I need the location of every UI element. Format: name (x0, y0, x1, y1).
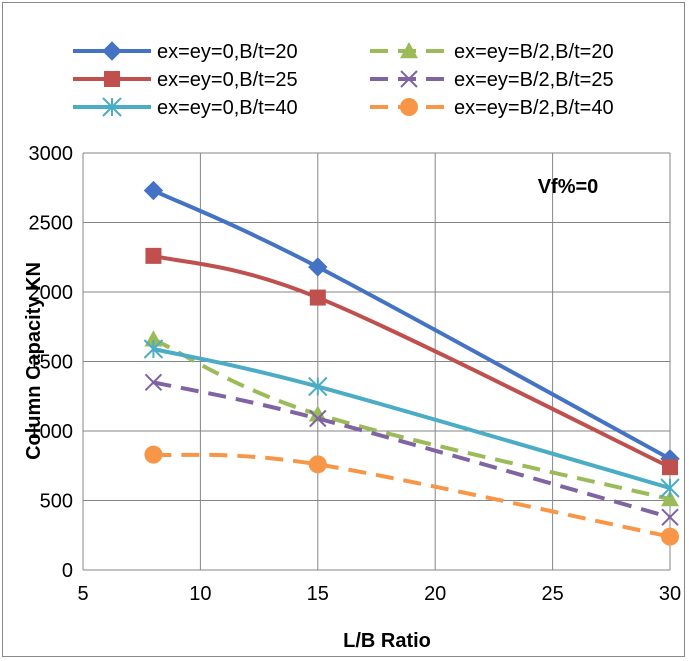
series-4 (144, 373, 679, 526)
legend-marker (400, 98, 418, 116)
series-line (152, 337, 671, 502)
grid-lines (82, 152, 671, 571)
series-line (152, 347, 671, 490)
y-tick-label: 2500 (29, 213, 74, 235)
y-tick-label: 500 (40, 491, 73, 513)
data-point-x (144, 373, 163, 392)
legend-marker (102, 97, 122, 117)
data-point-star (308, 376, 328, 397)
y-tick-label: 1500 (29, 352, 74, 374)
legend-label: ex=ey=B/2,B/t=25 (454, 69, 614, 91)
legend-marker (400, 70, 418, 88)
data-point-circle (144, 445, 163, 464)
x-tick-label: 30 (659, 583, 681, 605)
x-axis-title: L/B Ratio (343, 630, 431, 652)
series-6 (144, 445, 679, 546)
y-tick-label: 2000 (29, 282, 74, 304)
data-point-star (143, 339, 164, 359)
legend-item: ex=ey=0,B/t=20 (73, 41, 298, 63)
legend-label: ex=ey=B/2,B/t=20 (454, 41, 614, 63)
x-tick-label: 15 (307, 583, 329, 605)
series-line (153, 380, 671, 520)
legend: ex=ey=0,B/t=20 ex=ey=B/2,B/t=20 ex=ey=0,B/… (73, 41, 614, 119)
x-tick-label: 10 (189, 583, 211, 605)
legend-item: ex=ey=0,B/t=25 (73, 69, 298, 91)
series-lines (143, 180, 680, 546)
data-point-triangle (661, 490, 679, 507)
legend-label: ex=ey=0,B/t=20 (157, 41, 298, 63)
data-point-triangle (144, 330, 163, 347)
y-tick-label: 1000 (29, 421, 74, 443)
data-point-x (309, 409, 327, 428)
axes: 0 500 1000 1500 2000 2500 3000 5 10 15 20 25 30 (29, 143, 682, 605)
legend-item: ex=ey=B/2,B/t=20 (370, 41, 614, 63)
legend-marker (102, 41, 122, 61)
series-2 (144, 330, 679, 507)
legend-item: ex=ey=B/2,B/t=40 (370, 97, 614, 119)
y-tick-label: 3000 (29, 143, 74, 165)
data-point-diamond (308, 257, 328, 277)
legend-marker (400, 42, 418, 59)
annotation-vf: Vf%=0 (538, 176, 599, 198)
data-point-x (661, 508, 679, 526)
legend-label: ex=ey=0,B/t=25 (157, 69, 298, 91)
series-3 (145, 247, 678, 476)
data-point-circle (308, 455, 327, 474)
data-point-triangle (308, 405, 327, 422)
data-point-diamond (143, 180, 164, 201)
legend-label: ex=ey=0,B/t=40 (157, 97, 298, 119)
x-tick-label: 25 (541, 583, 563, 605)
x-tick-label: 5 (77, 583, 88, 605)
data-point-circle (661, 527, 679, 546)
series-1 (143, 180, 680, 469)
legend-item: ex=ey=B/2,B/t=25 (370, 69, 614, 91)
legend-item: ex=ey=0,B/t=40 (73, 97, 298, 119)
y-tick-label: 0 (62, 560, 73, 582)
series-line (153, 452, 671, 539)
series-line (152, 188, 671, 461)
data-point-square (145, 247, 162, 264)
legend-marker (104, 71, 120, 87)
data-point-square (662, 459, 678, 476)
y-axis-title: Column Capacity KN (23, 262, 45, 460)
data-point-star (660, 478, 680, 498)
series-5 (143, 339, 680, 498)
legend-label: ex=ey=B/2,B/t=40 (454, 97, 614, 119)
x-tick-label: 20 (424, 583, 446, 605)
data-point-square (309, 289, 326, 306)
series-line (152, 253, 671, 469)
